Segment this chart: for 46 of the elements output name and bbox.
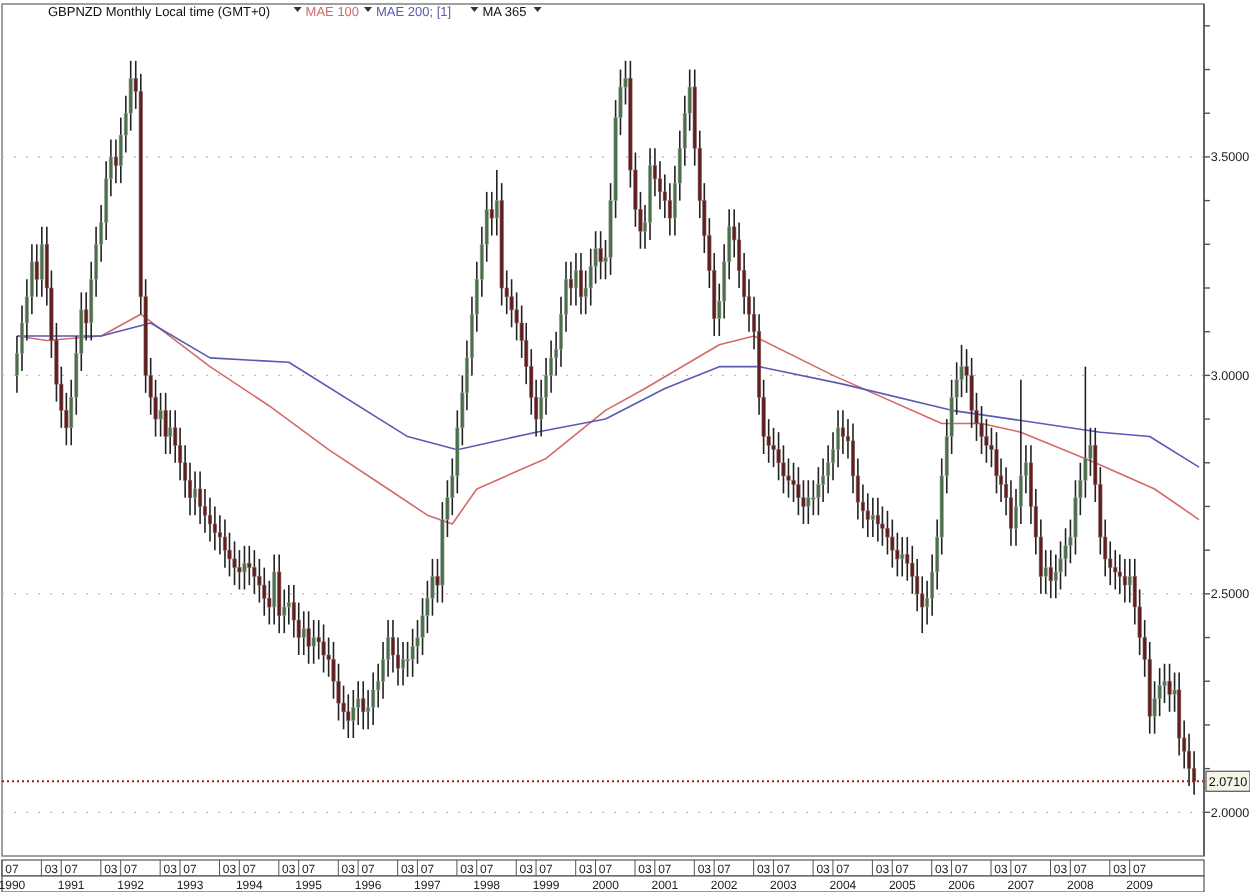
candlestick [232, 540, 237, 586]
candlestick [1167, 662, 1172, 713]
candlestick [193, 470, 198, 516]
candlestick [262, 566, 267, 617]
candlestick [242, 544, 247, 591]
candlestick [806, 479, 811, 525]
line-series [16, 322, 1200, 468]
candlestick [796, 466, 801, 516]
candlestick [237, 549, 242, 591]
candlestick [435, 558, 440, 604]
candlestick [277, 553, 282, 634]
candlestick [306, 610, 311, 665]
candlestick [816, 466, 821, 516]
candlestick [158, 392, 163, 438]
candlestick [371, 671, 376, 726]
candlestick [247, 544, 252, 586]
candlestick [401, 641, 406, 687]
candlestick [890, 518, 895, 569]
candlestick [301, 610, 306, 656]
candlestick [865, 492, 870, 538]
candlestick [163, 392, 168, 455]
candlestick [1048, 549, 1053, 600]
candlestick [272, 553, 277, 626]
candlestick [311, 619, 316, 665]
candlestick [361, 680, 366, 731]
candlestick [212, 505, 217, 551]
candlestick [198, 470, 203, 525]
candlestick [875, 496, 880, 543]
candlestick [208, 496, 212, 543]
candlestick [573, 252, 578, 307]
candlestick [994, 431, 999, 495]
candlestick [1113, 549, 1118, 591]
candlestick [578, 252, 583, 316]
candlestick [870, 496, 875, 538]
candlestick [351, 689, 356, 739]
candlestick [346, 693, 351, 739]
candlestick [410, 628, 415, 678]
candlestick [1117, 553, 1122, 595]
candlestick [598, 230, 603, 281]
candlestick [222, 518, 227, 569]
candlestick [900, 536, 905, 578]
candlestick [39, 226, 44, 298]
candlestick [1122, 558, 1127, 604]
candlestick [880, 505, 885, 547]
candlestick [252, 549, 257, 595]
candlestick [321, 623, 326, 674]
